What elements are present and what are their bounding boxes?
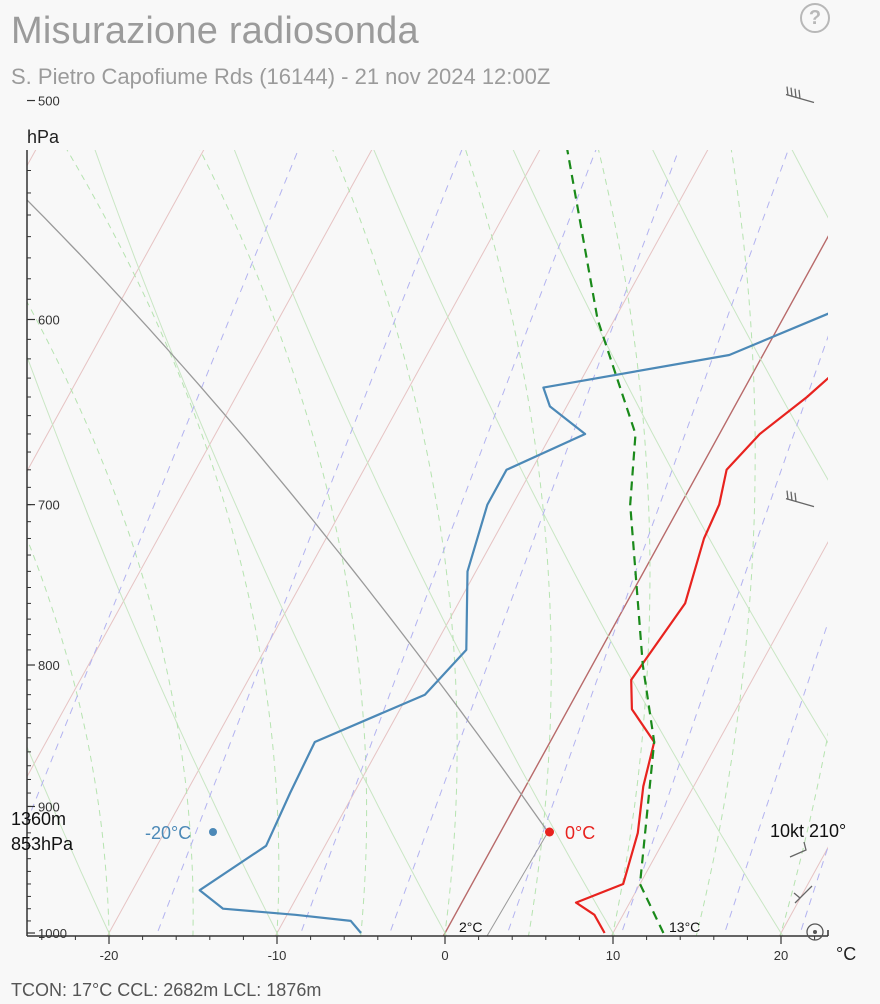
- dry-adiabat: [652, 150, 828, 481]
- dewpoint-level-label: -20°C: [145, 823, 191, 843]
- wind-barb-icon: [789, 841, 807, 858]
- moist-adiabat: [695, 150, 756, 936]
- x-tick-label: 0: [441, 948, 448, 963]
- parcel-path-line: [566, 150, 665, 934]
- lcl-guide-line: [486, 831, 549, 936]
- height-level-hpa: 853hPa: [11, 834, 74, 854]
- dry-adiabat: [94, 150, 448, 936]
- wind-barb-flag: [790, 491, 793, 501]
- mixing-ratio-line: [299, 150, 597, 936]
- help-icon[interactable]: ?: [800, 3, 830, 33]
- x-tick-label: -10: [268, 948, 287, 963]
- surface-parcel-label: 13°C: [669, 919, 700, 935]
- isotherm: [442, 235, 828, 936]
- wind-barb-icon: [785, 86, 815, 104]
- wind-barb-icon: [793, 885, 813, 904]
- y-tick-label: 500: [38, 94, 60, 109]
- isotherm: [27, 150, 373, 778]
- y-axis-label: hPa: [27, 127, 60, 147]
- wind-barb-flag: [798, 89, 801, 99]
- mixing-ratio-line: [388, 150, 680, 936]
- reference-curve: [27, 199, 549, 833]
- dry-adiabat: [876, 0, 880, 975]
- y-tick-label: 600: [38, 312, 60, 327]
- y-tick-label: 700: [38, 498, 60, 513]
- moist-adiabat: [598, 150, 651, 936]
- mixing-ratio-line: [723, 621, 828, 936]
- x-axis-label: °C: [836, 944, 856, 964]
- surface-dewpoint-label: 2°C: [459, 919, 483, 935]
- wind-barb-stroke: [793, 885, 813, 904]
- wind-barb-flag: [790, 87, 793, 97]
- dewpoint-level-point: [209, 828, 217, 836]
- x-tick-label: 10: [606, 948, 620, 963]
- x-tick-label: 20: [774, 948, 788, 963]
- moist-adiabat: [465, 150, 552, 936]
- dry-adiabat: [233, 150, 616, 936]
- wind-barb-flag: [786, 86, 789, 96]
- mixing-ratio-line: [155, 150, 463, 936]
- moist-adiabat: [846, 0, 880, 975]
- y-tick-label: 900: [38, 799, 60, 814]
- freezing-level-label: 0°C: [565, 823, 595, 843]
- wind-barb-staff: [785, 498, 815, 508]
- wind-barb-icon: [785, 490, 815, 508]
- wind-at-level: 10kt 210°: [770, 821, 846, 841]
- mixing-ratio-line: [620, 335, 828, 936]
- y-tick-label: 1000: [38, 926, 67, 941]
- mixing-ratio-line: [27, 150, 299, 823]
- dry-adiabat: [512, 150, 828, 744]
- dry-adiabat: [373, 150, 784, 936]
- dry-adiabat: [27, 355, 280, 936]
- isotherm: [27, 150, 37, 167]
- y-tick-label: 800: [38, 658, 60, 673]
- stability-indices: TCON: 17°C CCL: 2682m LCL: 1876m: [11, 980, 322, 1000]
- wind-barb-flag: [786, 490, 789, 500]
- temperature-line: [574, 376, 828, 934]
- freezing-level-point: [545, 827, 554, 837]
- moist-adiabat: [779, 731, 828, 936]
- x-tick-label: -20: [100, 948, 119, 963]
- isotherm: [106, 150, 541, 936]
- isotherm: [610, 541, 828, 936]
- page-title: Misurazione radiosonda: [11, 10, 419, 52]
- height-level-m: 1360m: [11, 809, 66, 829]
- wind-barb-flag: [794, 88, 797, 98]
- station-subtitle: S. Pietro Capofiume Rds (16144) - 21 nov…: [11, 64, 551, 89]
- dry-adiabat: [27, 745, 111, 936]
- wind-barb-flag: [794, 492, 797, 502]
- moist-adiabat: [66, 150, 280, 936]
- dewpoint-line: [198, 312, 828, 934]
- surface-wind-icon: [806, 923, 824, 941]
- wind-barb-stroke: [789, 841, 807, 858]
- mixing-ratio-line: [505, 150, 789, 936]
- mixing-ratio-line: [842, 0, 880, 975]
